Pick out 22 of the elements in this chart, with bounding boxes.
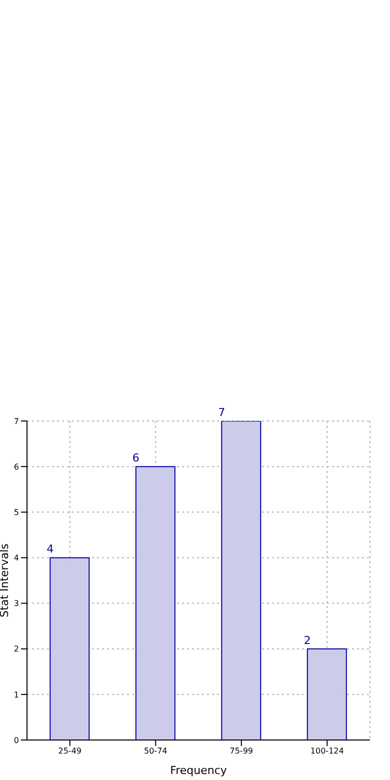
bar (306, 648, 347, 740)
x-tick-label: 50-74 (144, 746, 168, 756)
x-axis-title: Frequency (170, 764, 228, 777)
x-tick-label: 100-124 (310, 746, 344, 756)
data-label: 4 (46, 542, 54, 556)
data-label: 6 (132, 452, 140, 465)
y-tick-label: 0 (14, 736, 19, 745)
y-tick-label: 4 (14, 554, 19, 563)
bar (221, 421, 262, 740)
x-tick-label: 25-49 (58, 746, 82, 756)
y-tick-label: 5 (14, 508, 19, 517)
y-tick-label: 7 (14, 416, 19, 426)
y-tick-label: 6 (14, 462, 19, 472)
y-tick-label: 1 (14, 690, 19, 700)
y-tick-label: 3 (14, 599, 19, 608)
data-label: 7 (218, 406, 226, 419)
bar (135, 466, 176, 740)
data-label: 2 (304, 634, 311, 647)
bar (50, 557, 90, 740)
y-tick-label: 2 (14, 644, 19, 654)
x-tick-label: 75-99 (230, 746, 253, 756)
y-axis-title: Stat Intervals (0, 543, 11, 618)
